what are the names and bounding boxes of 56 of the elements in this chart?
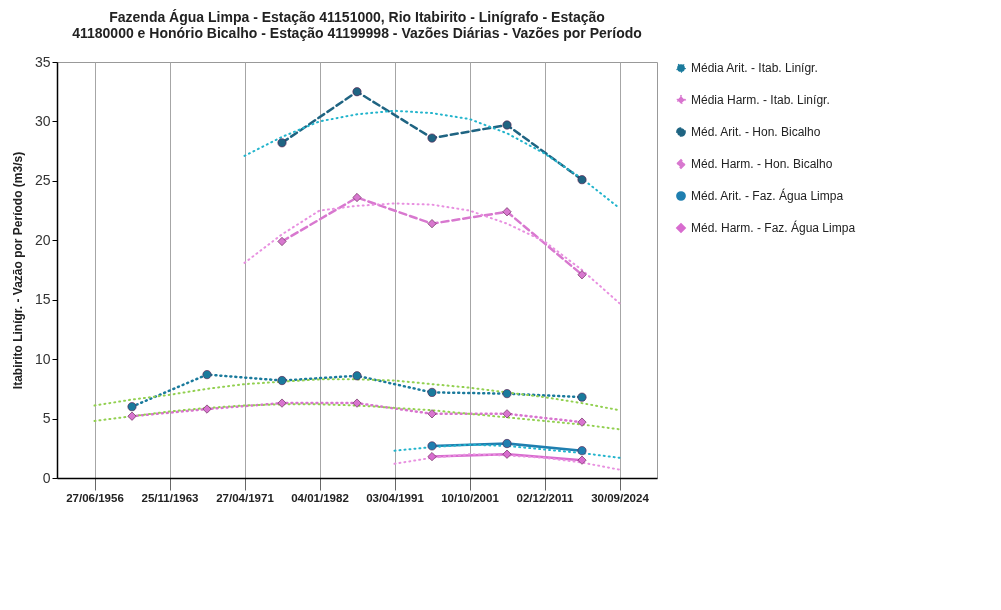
- point: [502, 449, 512, 459]
- point: [577, 392, 587, 402]
- point: [202, 404, 212, 414]
- x-tick-label: 30/09/2024: [591, 491, 650, 504]
- point: [427, 441, 437, 451]
- legend-label: Méd. Harm. - Hon. Bicalho: [691, 157, 833, 171]
- y-tick-label: 35: [34, 53, 51, 70]
- point: [577, 455, 587, 465]
- x-tick-label: 27/04/1971: [216, 491, 275, 504]
- point: [352, 193, 362, 202]
- point: [277, 398, 287, 408]
- point: [577, 175, 587, 185]
- y-tick-label: 5: [42, 410, 51, 427]
- y-axis-title: Itabirito Linígr. - Vazão por Período (m3/s): [10, 151, 25, 390]
- legend-label: Méd. Arit. - Faz. Água Limpa: [691, 188, 844, 203]
- point: [427, 409, 437, 419]
- point: [502, 207, 512, 217]
- y-tick-label: 20: [34, 231, 51, 248]
- point: [502, 439, 512, 449]
- line-series: [243, 109, 621, 210]
- point: [352, 371, 362, 381]
- point: [427, 387, 437, 397]
- point: [277, 236, 287, 246]
- x-tick-label: 03/04/1991: [366, 491, 425, 504]
- line-series: [243, 202, 621, 305]
- point: [427, 133, 437, 143]
- point: [502, 389, 512, 399]
- point: [427, 452, 437, 462]
- y-tick-label: 25: [34, 172, 51, 189]
- point: [502, 120, 512, 130]
- chart-title: Fazenda Água Limpa - Estação 41151000, Rio Itabirito - Linígrafo - Estação 41180000 e Honório Bicalho - Estação 41199998 - Vazões Diárias - Vazões por Período: [72, 9, 642, 41]
- point: [427, 219, 437, 229]
- y-tick-label: 30: [34, 112, 51, 129]
- legend-label: Méd. Harm. - Faz. Água Limpa: [691, 220, 856, 235]
- legend-label: Méd. Arit. - Hon. Bicalho: [691, 125, 821, 139]
- y-tick-label: 0: [42, 469, 51, 486]
- point: [277, 138, 287, 148]
- point: [202, 370, 212, 380]
- point: [502, 409, 512, 419]
- legend-label: Média Arit. - Itab. Linígr.: [691, 61, 818, 75]
- point: [352, 87, 362, 97]
- x-tick-label: 10/10/2001: [441, 491, 500, 504]
- x-tick-label: 25/11/1963: [141, 491, 199, 504]
- y-tick-label: 10: [34, 350, 51, 367]
- point: [577, 446, 587, 456]
- point: [127, 411, 137, 421]
- point: [277, 376, 287, 386]
- x-tick-label: 02/12/2011: [516, 491, 575, 504]
- legend-label: Média Harm. - Itab. Linígr.: [691, 93, 830, 107]
- y-tick-label: 15: [34, 291, 51, 308]
- point: [577, 270, 587, 280]
- x-tick-label: 04/01/1982: [291, 491, 349, 504]
- point: [127, 402, 137, 412]
- x-tick-label: 27/06/1956: [66, 491, 124, 504]
- point: [577, 417, 587, 427]
- point: [352, 398, 362, 408]
